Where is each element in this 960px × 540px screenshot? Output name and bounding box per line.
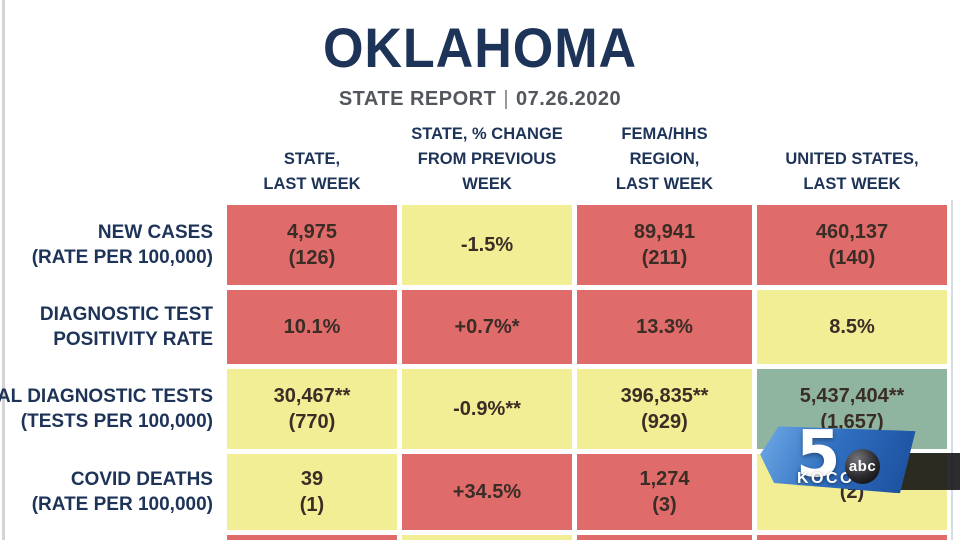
cell-deaths-state: 39 (1) — [227, 454, 397, 530]
station-callsign: KOCO — [797, 470, 855, 487]
cell-subvalue: (929) — [641, 411, 688, 433]
subtitle-label: STATE REPORT — [338, 88, 497, 110]
cell-subvalue: (211) — [641, 247, 688, 269]
table-corner-spacer — [0, 120, 222, 200]
row-label-covid-deaths: COVID DEATHS (RATE PER 100,000) — [31, 469, 213, 515]
cell-positivity-us: 8.5% — [757, 290, 947, 364]
cell-partial-us — [757, 535, 947, 540]
frame-edge-line-left — [2, 0, 5, 540]
col-header-united-states: UNITED STATES, LAST WEEK — [785, 150, 919, 193]
cell-subvalue: (126) — [288, 247, 336, 269]
cell-tests-change: -0.9%** — [402, 369, 572, 449]
cell-positivity-change: +0.7%* — [402, 290, 572, 364]
cell-positivity-state: 10.1% — [227, 290, 397, 364]
cell-subvalue: (1) — [299, 494, 325, 516]
cell-value: 396,835** — [620, 385, 709, 407]
cell-value: 5,437,404** — [799, 385, 905, 407]
state-report-table: STATE, LAST WEEK STATE, % CHANGE FROM PR… — [0, 120, 947, 540]
cell-new-cases-us: 460,137 (140) — [757, 205, 947, 285]
cell-value: -0.9%** — [453, 398, 521, 420]
cell-subvalue: (3) — [652, 494, 677, 516]
cell-partial-change — [402, 535, 572, 540]
cell-partial-state — [227, 535, 397, 540]
cell-positivity-fema: 13.3% — [577, 290, 752, 364]
cell-value: 39 — [300, 468, 324, 490]
channel-5-icon: 5 — [796, 418, 841, 492]
cell-value: 460,137 — [815, 221, 889, 243]
cell-new-cases-fema: 89,941 (211) — [577, 205, 752, 285]
abc-network-icon: abc — [845, 449, 880, 484]
cell-subvalue: (140) — [828, 247, 876, 269]
cell-deaths-change: +34.5% — [402, 454, 572, 530]
koco5-abc-logo: 5 abc KOCO — [756, 422, 960, 517]
cell-new-cases-state: 4,975 (126) — [227, 205, 397, 285]
col-header-state-last-week: STATE, LAST WEEK — [263, 150, 361, 193]
col-header-fema-region: FEMA/HHS REGION, LAST WEEK — [615, 125, 714, 193]
cell-value: 30,467** — [273, 385, 351, 407]
cell-value: 1,274 — [639, 468, 690, 490]
cell-new-cases-change: -1.5% — [402, 205, 572, 285]
cell-value: 10.1% — [283, 316, 341, 338]
cell-partial-fema — [577, 535, 752, 540]
cell-subvalue: (1,657) — [820, 411, 884, 433]
cell-subvalue: (770) — [288, 411, 336, 433]
cell-value: 4,975 — [286, 221, 338, 243]
row-label-test-positivity: DIAGNOSTIC TEST POSITIVITY RATE — [39, 304, 213, 350]
cell-value: 13.3% — [636, 316, 693, 338]
cell-value: -1.5% — [460, 234, 514, 256]
row-label-new-cases: NEW CASES (RATE PER 100,000) — [31, 222, 213, 268]
subtitle-separator: | — [503, 88, 510, 110]
report-subtitle: STATE REPORT | 07.26.2020 — [0, 88, 960, 111]
cell-tests-state: 30,467** (770) — [227, 369, 397, 449]
cell-tests-fema: 396,835** (929) — [577, 369, 752, 449]
frame-edge-line-right — [951, 200, 953, 540]
cell-deaths-fema: 1,274 (3) — [577, 454, 752, 530]
row-label-partial — [0, 535, 222, 540]
page-title: OKLAHOMA — [322, 16, 638, 79]
cell-value: +34.5% — [452, 481, 522, 503]
cell-value: +0.7%* — [454, 316, 520, 338]
col-header-state-pct-change: STATE, % CHANGE FROM PREVIOUS WEEK — [411, 125, 563, 193]
row-label-total-diagnostic-tests: TOTAL DIAGNOSTIC TESTS (TESTS PER 100,00… — [0, 386, 213, 432]
cell-value: 8.5% — [829, 316, 875, 338]
subtitle-date: 07.26.2020 — [516, 88, 622, 110]
cell-value: 89,941 — [633, 221, 696, 243]
